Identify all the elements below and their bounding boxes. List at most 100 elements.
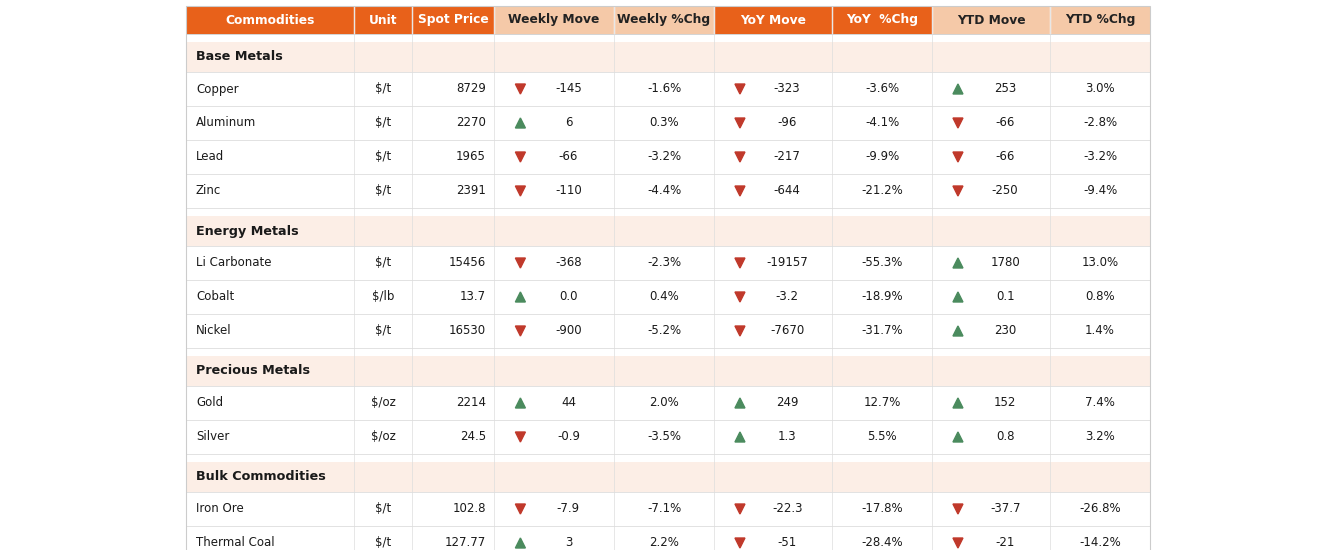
- Text: -66: -66: [995, 117, 1015, 129]
- Text: 152: 152: [994, 397, 1017, 410]
- Bar: [933, 174, 1050, 208]
- Bar: [494, 280, 615, 314]
- Text: YTD %Chg: YTD %Chg: [1065, 14, 1136, 26]
- Polygon shape: [953, 432, 963, 442]
- Text: Thermal Coal: Thermal Coal: [196, 536, 275, 549]
- Bar: [832, 6, 933, 34]
- Bar: [354, 420, 411, 454]
- Text: Unit: Unit: [369, 14, 397, 26]
- Text: -3.2%: -3.2%: [1083, 151, 1117, 163]
- Bar: [1050, 526, 1150, 550]
- Bar: [832, 420, 933, 454]
- Text: Precious Metals: Precious Metals: [196, 365, 310, 377]
- Text: $/t: $/t: [375, 503, 391, 515]
- Bar: [186, 386, 354, 420]
- Text: -644: -644: [774, 184, 800, 197]
- Text: 1780: 1780: [990, 256, 1019, 270]
- Text: Copper: Copper: [196, 82, 239, 96]
- Text: -3.6%: -3.6%: [864, 82, 899, 96]
- Bar: [494, 72, 615, 106]
- Text: 3: 3: [565, 536, 572, 549]
- Text: -3.5%: -3.5%: [647, 431, 681, 443]
- Text: $/lb: $/lb: [371, 290, 394, 304]
- Bar: [832, 106, 933, 140]
- Text: -21.2%: -21.2%: [862, 184, 903, 197]
- Bar: [933, 140, 1050, 174]
- Text: -7.9: -7.9: [557, 503, 580, 515]
- Text: 0.3%: 0.3%: [649, 117, 679, 129]
- Text: 6: 6: [565, 117, 572, 129]
- Bar: [494, 420, 615, 454]
- Text: -0.9: -0.9: [557, 431, 580, 443]
- Polygon shape: [735, 538, 745, 548]
- Text: -51: -51: [778, 536, 796, 549]
- Text: -1.6%: -1.6%: [647, 82, 681, 96]
- Text: -323: -323: [774, 82, 800, 96]
- Polygon shape: [516, 504, 525, 514]
- Text: YTD Move: YTD Move: [957, 14, 1025, 26]
- Bar: [411, 106, 494, 140]
- Bar: [713, 106, 832, 140]
- Polygon shape: [953, 84, 963, 94]
- Text: 2.2%: 2.2%: [649, 536, 679, 549]
- Bar: [933, 6, 1050, 34]
- Text: -19157: -19157: [767, 256, 808, 270]
- Bar: [411, 72, 494, 106]
- Polygon shape: [953, 292, 963, 302]
- Bar: [713, 72, 832, 106]
- Bar: [354, 386, 411, 420]
- Text: -2.3%: -2.3%: [647, 256, 681, 270]
- Text: $/t: $/t: [375, 324, 391, 338]
- Text: -4.4%: -4.4%: [647, 184, 681, 197]
- Bar: [615, 72, 713, 106]
- Bar: [933, 246, 1050, 280]
- Text: Gold: Gold: [196, 397, 223, 410]
- Text: 0.4%: 0.4%: [649, 290, 679, 304]
- Text: 16530: 16530: [449, 324, 486, 338]
- Polygon shape: [516, 118, 525, 128]
- Polygon shape: [953, 326, 963, 336]
- Polygon shape: [516, 84, 525, 94]
- Bar: [713, 386, 832, 420]
- Polygon shape: [516, 292, 525, 302]
- Bar: [411, 280, 494, 314]
- Text: -250: -250: [991, 184, 1018, 197]
- Text: Lead: Lead: [196, 151, 224, 163]
- Text: 230: 230: [994, 324, 1017, 338]
- Text: 0.8: 0.8: [995, 431, 1014, 443]
- Text: 2391: 2391: [456, 184, 486, 197]
- Bar: [354, 314, 411, 348]
- Bar: [354, 106, 411, 140]
- Bar: [713, 246, 832, 280]
- Bar: [1050, 72, 1150, 106]
- Text: Bulk Commodities: Bulk Commodities: [196, 470, 326, 483]
- Bar: [186, 356, 1150, 386]
- Text: Energy Metals: Energy Metals: [196, 224, 299, 238]
- Text: 5.5%: 5.5%: [867, 431, 896, 443]
- Bar: [494, 174, 615, 208]
- Bar: [933, 526, 1050, 550]
- Bar: [1050, 140, 1150, 174]
- Text: 1.4%: 1.4%: [1085, 324, 1116, 338]
- Bar: [186, 526, 354, 550]
- Text: 13.0%: 13.0%: [1081, 256, 1118, 270]
- Polygon shape: [735, 292, 745, 302]
- Bar: [186, 216, 1150, 246]
- Bar: [713, 314, 832, 348]
- Bar: [411, 246, 494, 280]
- Polygon shape: [516, 398, 525, 408]
- Text: Iron Ore: Iron Ore: [196, 503, 243, 515]
- Polygon shape: [516, 152, 525, 162]
- Bar: [832, 314, 933, 348]
- Text: 7.4%: 7.4%: [1085, 397, 1116, 410]
- Text: -21: -21: [995, 536, 1015, 549]
- Polygon shape: [516, 432, 525, 442]
- Text: 8729: 8729: [456, 82, 486, 96]
- Polygon shape: [953, 538, 963, 548]
- Bar: [186, 140, 354, 174]
- Text: -9.9%: -9.9%: [864, 151, 899, 163]
- Text: Spot Price: Spot Price: [418, 14, 489, 26]
- Polygon shape: [953, 118, 963, 128]
- Bar: [354, 140, 411, 174]
- Bar: [1050, 106, 1150, 140]
